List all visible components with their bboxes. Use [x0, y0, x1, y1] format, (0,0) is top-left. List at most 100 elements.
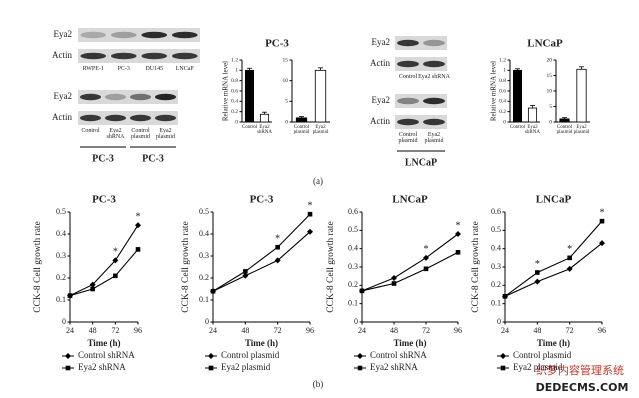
error-bar: [515, 68, 520, 71]
data-point: [391, 275, 397, 281]
x-axis-label: Time (h): [245, 338, 278, 348]
y-tick-label: 0: [354, 317, 358, 326]
blot-row-label: Actin: [52, 112, 72, 122]
data-point: [359, 288, 365, 294]
bar: [527, 107, 538, 123]
data-point: [135, 247, 141, 252]
y-tick-label: 0.2: [56, 273, 66, 282]
annotation: *: [456, 220, 461, 231]
x-tick-label: 72: [566, 326, 574, 335]
y-tick-label: 0.1: [348, 298, 358, 307]
panel-label: (a): [313, 176, 323, 186]
series-line: [212, 213, 311, 292]
blot-band: [80, 31, 107, 39]
data-point: [566, 265, 573, 272]
x-tick-label: Eya2 plasmid: [573, 125, 590, 136]
blot-band: [130, 114, 151, 122]
x-axis-label: Time (h): [393, 338, 426, 348]
series-line: [361, 251, 459, 292]
x-tick-label: 48: [241, 326, 249, 335]
data-point: [599, 218, 605, 224]
blot-lane-label: Control plasmid: [131, 128, 150, 141]
x-tick-label: 24: [501, 326, 509, 335]
blot-lane-label: Eya2 plasmid: [156, 128, 175, 141]
blot-background: [78, 90, 178, 104]
y-axis-label: CCK-8 Cell growth rate: [326, 221, 336, 313]
group-label: LNCaP: [405, 157, 437, 168]
y-tick-label: 10: [283, 78, 289, 84]
annotation: *: [567, 244, 572, 255]
y-tick-label: 5: [285, 99, 288, 105]
series-line: [212, 231, 311, 292]
y-tick-label: 10: [547, 88, 553, 94]
chart-title: PC-3: [250, 194, 274, 206]
y-axis-label: CCK-8 Cell growth rate: [471, 221, 481, 313]
y-tick-label: 0.6: [348, 207, 358, 216]
x-tick-label: Eya2 plasmid: [312, 125, 329, 136]
series-line: [504, 242, 603, 297]
y-tick-label: 0.4: [199, 229, 209, 238]
chart-title: PC-3: [92, 194, 116, 206]
y-tick-label: 0: [549, 119, 552, 125]
legend-label: Control plasmid: [221, 350, 280, 360]
x-tick-label: Control plasmid: [293, 125, 310, 136]
data-point: [135, 222, 141, 229]
y-tick-label: 0.5: [56, 207, 66, 216]
legend-marker: [500, 353, 506, 359]
y-tick-label: 1: [235, 68, 238, 74]
y-tick-label: 0: [285, 119, 288, 125]
bar: [295, 117, 308, 123]
bar: [314, 69, 327, 123]
blot-band: [155, 93, 176, 101]
blot-lane-label: RWPE-1: [82, 66, 104, 72]
bar: [244, 69, 255, 123]
error-bar: [530, 105, 535, 109]
x-tick-label: Eya2 shRNA: [256, 125, 272, 136]
y-tick-label: 0.4: [348, 243, 358, 252]
x-axis-label: Time (h): [537, 338, 570, 348]
blot-background: [78, 28, 200, 42]
blot-background: [78, 49, 200, 63]
y-tick-label: 0.2: [491, 280, 501, 289]
y-tick-label: 0.2: [348, 280, 358, 289]
y-tick-label: 0: [205, 317, 209, 326]
legend-label: Control plasmid: [513, 350, 572, 360]
legend-marker: [208, 365, 214, 371]
blot-row-label: Eya2: [54, 91, 73, 101]
data-point: [455, 250, 461, 255]
blot-band: [141, 52, 168, 60]
blot-lane-label: Control plasmid: [398, 132, 418, 145]
blot-band: [397, 97, 419, 105]
y-tick-label: 0.4: [56, 229, 66, 238]
series-line: [361, 233, 459, 292]
blot-band: [423, 118, 445, 126]
blot-row-label: Eya2: [54, 29, 73, 39]
x-tick-label: 96: [306, 326, 314, 335]
error-bar: [579, 66, 584, 70]
legend-label: Control shRNA: [78, 350, 135, 360]
chart-title: PC-3: [265, 38, 289, 50]
y-tick-label: 0.2: [231, 109, 238, 115]
data-point: [242, 272, 249, 279]
annotation: *: [424, 244, 429, 255]
blot-row-label: Actin: [370, 116, 390, 126]
data-point: [67, 293, 73, 298]
legend-marker: [65, 365, 71, 371]
y-tick-label: 0.4: [231, 99, 238, 105]
series-line: [69, 249, 139, 297]
blot-band: [423, 97, 445, 105]
bar: [259, 113, 270, 123]
y-tick-label: 0.2: [499, 109, 506, 115]
x-tick-label: 96: [134, 326, 142, 335]
bar: [512, 69, 523, 123]
annotation: *: [535, 259, 540, 270]
y-tick-label: 0.6: [231, 88, 238, 94]
panel-label: (b): [313, 379, 324, 389]
data-point: [391, 281, 397, 286]
data-point: [423, 266, 429, 272]
data-point: [535, 270, 540, 275]
error-bar: [247, 67, 252, 71]
error-bar: [562, 117, 567, 119]
y-tick-label: 0.8: [499, 78, 506, 84]
